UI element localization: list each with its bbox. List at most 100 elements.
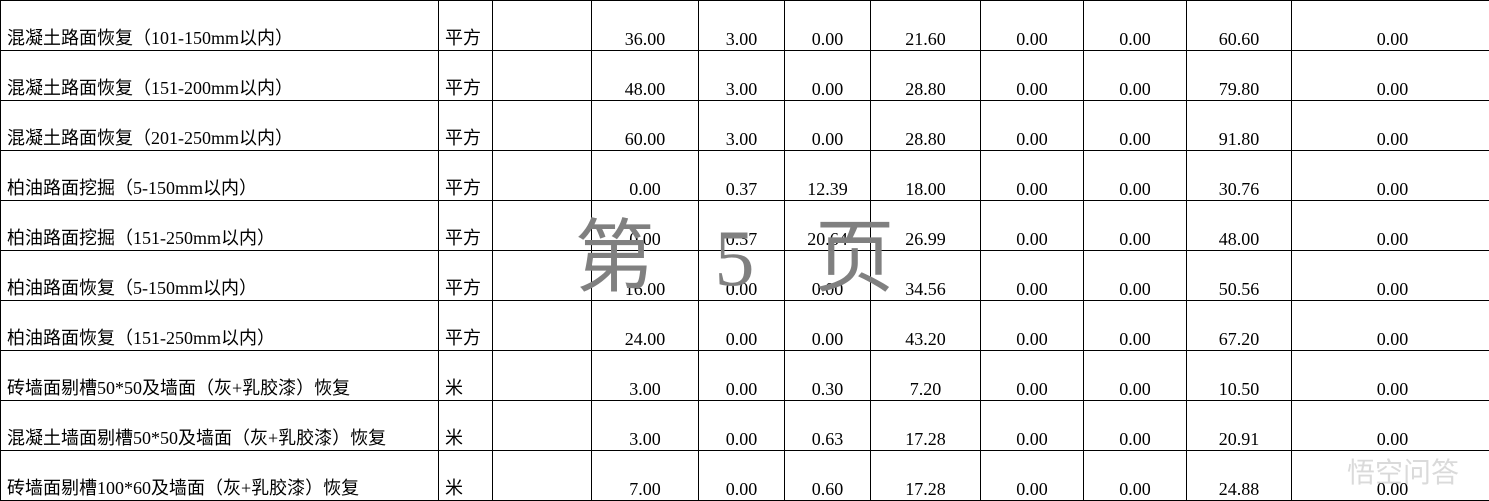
value-cell: 0.00 [699,401,785,451]
value-cell: 0.30 [785,351,871,401]
table-row: 混凝土墙面剔槽50*50及墙面（灰+乳胶漆）恢复米3.000.000.6317.… [1,401,1489,451]
desc-cell: 柏油路面恢复（151-250mm以内） [1,301,439,351]
unit-cell: 米 [439,401,493,451]
value-cell: 0.00 [1084,351,1187,401]
value-cell: 0.00 [1084,451,1187,501]
desc-cell: 砖墙面剔槽100*60及墙面（灰+乳胶漆）恢复 [1,451,439,501]
value-cell: 28.80 [871,101,981,151]
value-cell: 0.00 [1292,101,1489,151]
unit-cell: 平方 [439,151,493,201]
unit-cell: 平方 [439,1,493,51]
value-cell: 0.00 [981,251,1084,301]
value-cell [493,401,592,451]
table-row: 柏油路面恢复（151-250mm以内）平方24.000.000.0043.200… [1,301,1489,351]
table-row: 砖墙面剔槽100*60及墙面（灰+乳胶漆）恢复米7.000.000.6017.2… [1,451,1489,501]
table-row: 砖墙面剔槽50*50及墙面（灰+乳胶漆）恢复米3.000.000.307.200… [1,351,1489,401]
value-cell: 0.00 [981,151,1084,201]
value-cell: 20.91 [1187,401,1292,451]
value-cell: 3.00 [592,351,699,401]
value-cell: 0.63 [785,401,871,451]
value-cell: 24.88 [1187,451,1292,501]
value-cell: 18.00 [871,151,981,201]
value-cell: 21.60 [871,1,981,51]
value-cell: 0.00 [1292,201,1489,251]
desc-cell: 砖墙面剔槽50*50及墙面（灰+乳胶漆）恢复 [1,351,439,401]
value-cell: 34.56 [871,251,981,301]
value-cell: 0.00 [1292,151,1489,201]
value-cell: 0.37 [699,201,785,251]
desc-cell: 混凝土墙面剔槽50*50及墙面（灰+乳胶漆）恢复 [1,401,439,451]
desc-cell: 柏油路面恢复（5-150mm以内） [1,251,439,301]
value-cell [493,251,592,301]
value-cell: 3.00 [592,401,699,451]
unit-cell: 平方 [439,51,493,101]
value-cell: 0.00 [699,301,785,351]
table-row: 柏油路面恢复（5-150mm以内）平方16.000.000.0034.560.0… [1,251,1489,301]
table-row: 混凝土路面恢复（151-200mm以内）平方48.003.000.0028.80… [1,51,1489,101]
value-cell [493,1,592,51]
value-cell: 0.00 [981,451,1084,501]
value-cell: 20.64 [785,201,871,251]
value-cell: 0.00 [1292,251,1489,301]
value-cell [493,451,592,501]
value-cell: 0.00 [1292,301,1489,351]
unit-cell: 平方 [439,101,493,151]
value-cell: 79.80 [1187,51,1292,101]
desc-cell: 混凝土路面恢复（151-200mm以内） [1,51,439,101]
value-cell: 0.60 [785,451,871,501]
table-row: 混凝土路面恢复（101-150mm以内）平方36.003.000.0021.60… [1,1,1489,51]
value-cell [493,201,592,251]
value-cell: 0.00 [981,101,1084,151]
value-cell: 91.80 [1187,101,1292,151]
value-cell: 0.00 [981,1,1084,51]
pricing-table: 混凝土路面恢复（101-150mm以内）平方36.003.000.0021.60… [0,0,1489,501]
value-cell: 0.00 [1292,401,1489,451]
value-cell [493,351,592,401]
value-cell: 50.56 [1187,251,1292,301]
value-cell: 0.00 [699,251,785,301]
value-cell: 0.00 [1084,201,1187,251]
value-cell: 0.00 [1084,1,1187,51]
value-cell: 3.00 [699,1,785,51]
value-cell: 0.00 [592,201,699,251]
value-cell: 0.00 [1292,1,1489,51]
value-cell: 0.00 [785,51,871,101]
value-cell: 67.20 [1187,301,1292,351]
desc-cell: 混凝土路面恢复（201-250mm以内） [1,101,439,151]
unit-cell: 平方 [439,301,493,351]
table-row: 混凝土路面恢复（201-250mm以内）平方60.003.000.0028.80… [1,101,1489,151]
desc-cell: 柏油路面挖掘（151-250mm以内） [1,201,439,251]
table-row: 柏油路面挖掘（151-250mm以内）平方0.000.3720.6426.990… [1,201,1489,251]
value-cell: 0.37 [699,151,785,201]
unit-cell: 平方 [439,251,493,301]
value-cell [493,101,592,151]
value-cell: 43.20 [871,301,981,351]
value-cell: 16.00 [592,251,699,301]
value-cell: 48.00 [1187,201,1292,251]
value-cell: 0.00 [1292,351,1489,401]
value-cell: 30.76 [1187,151,1292,201]
value-cell: 0.00 [699,351,785,401]
value-cell: 60.60 [1187,1,1292,51]
value-cell: 0.00 [1292,451,1489,501]
value-cell: 0.00 [785,251,871,301]
value-cell: 17.28 [871,451,981,501]
value-cell: 7.20 [871,351,981,401]
unit-cell: 米 [439,351,493,401]
value-cell: 0.00 [785,1,871,51]
desc-cell: 柏油路面挖掘（5-150mm以内） [1,151,439,201]
unit-cell: 米 [439,451,493,501]
value-cell: 0.00 [1292,51,1489,101]
value-cell: 0.00 [1084,51,1187,101]
value-cell: 0.00 [1084,401,1187,451]
unit-cell: 平方 [439,201,493,251]
value-cell: 0.00 [981,351,1084,401]
value-cell: 17.28 [871,401,981,451]
value-cell: 0.00 [785,101,871,151]
value-cell: 10.50 [1187,351,1292,401]
value-cell: 0.00 [981,401,1084,451]
value-cell: 28.80 [871,51,981,101]
value-cell: 0.00 [699,451,785,501]
table-row: 柏油路面挖掘（5-150mm以内）平方0.000.3712.3918.000.0… [1,151,1489,201]
value-cell: 3.00 [699,51,785,101]
